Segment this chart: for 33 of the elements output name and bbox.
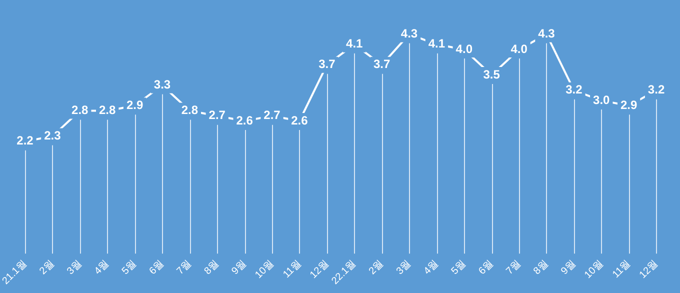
data-label: 4.0 [456, 42, 473, 56]
data-label: 4.0 [510, 42, 528, 56]
x-tick-label: 6월 [476, 258, 496, 277]
x-tick-label: 4월 [92, 258, 112, 277]
x-tick-label: 7월 [504, 258, 524, 277]
data-label: 2.8 [98, 103, 116, 118]
x-tick-label: 3월 [65, 258, 84, 277]
x-tick-label: 5월 [449, 258, 468, 277]
data-label: 2.7 [264, 108, 281, 122]
x-tick-label: 6월 [148, 258, 166, 277]
data-label: 2.6 [236, 113, 254, 128]
x-tick-label: 2월 [367, 258, 386, 277]
data-label: 2.7 [208, 108, 226, 122]
x-tick-label: 8월 [202, 258, 222, 277]
data-label: 3.7 [318, 57, 336, 72]
data-label: 3.2 [566, 82, 583, 97]
x-tick-label: 9월 [559, 258, 578, 277]
data-label: 3.2 [648, 82, 665, 97]
data-label: 2.8 [72, 103, 89, 118]
x-tick-label: 2월 [38, 258, 57, 277]
data-label: 2.6 [291, 113, 308, 128]
x-tick-label: 7월 [174, 258, 194, 277]
data-label: 3.5 [483, 67, 500, 82]
data-label: 3.0 [593, 92, 610, 107]
data-label: 2.3 [44, 128, 62, 143]
data-label: 4.3 [538, 26, 556, 41]
x-tick-label: 5월 [120, 258, 139, 277]
x-tick-label: 9월 [230, 258, 249, 277]
data-label: 4.1 [346, 36, 364, 51]
x-tick-label: 8월 [532, 258, 551, 277]
data-label: 2.2 [16, 134, 34, 148]
x-tick-label: 4월 [422, 258, 441, 277]
x-tick-label: 3월 [394, 258, 414, 277]
